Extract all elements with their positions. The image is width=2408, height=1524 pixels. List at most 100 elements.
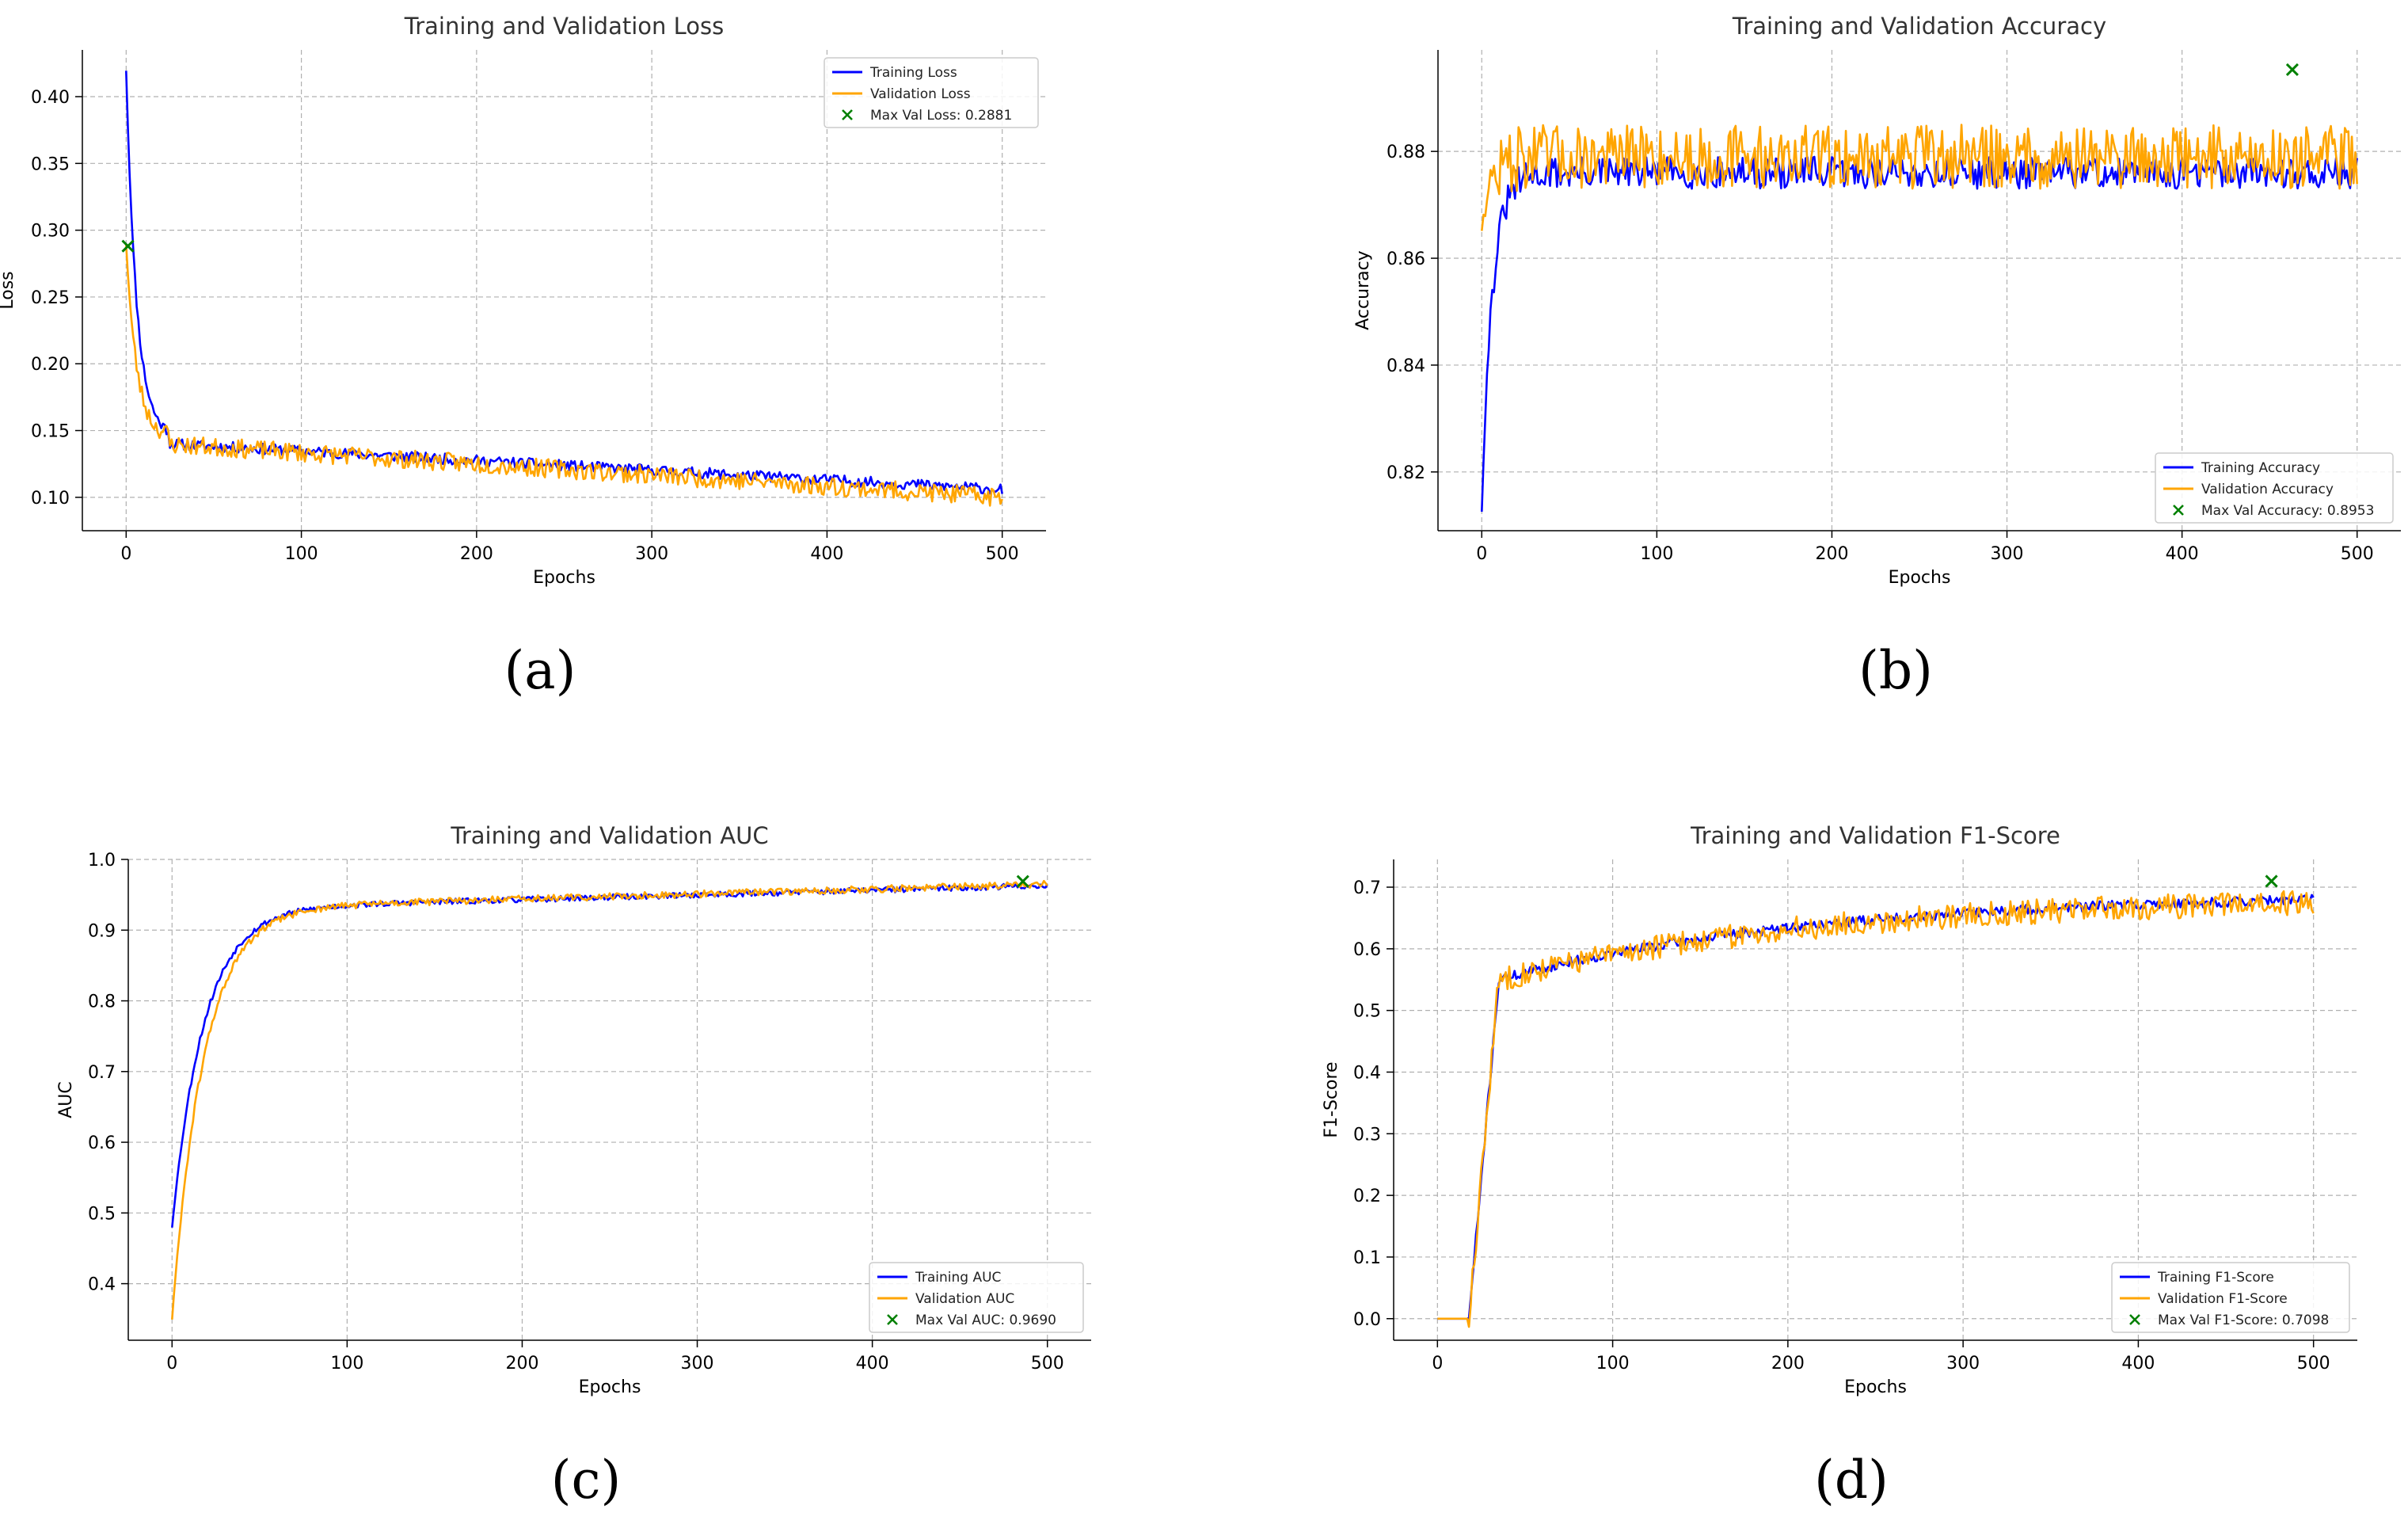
- chart-d: 0 100 200 300 400 500 0.0 0.1 0.2 0.3 0.4 0.5 0.6 0.7…: [1322, 822, 2357, 1397]
- legend-label: Validation AUC: [915, 1291, 1014, 1307]
- legend: Training Loss Validation Loss Max Val Loss…: [824, 57, 1039, 128]
- x-tick-label: 300: [635, 544, 668, 564]
- y-tick-label: 0.30: [31, 222, 70, 242]
- series-line-validation: [125, 245, 1003, 507]
- panel-label-c: (c): [550, 1450, 622, 1511]
- y-tick-label: 0.82: [1387, 463, 1425, 483]
- x-tick-label: 300: [681, 1354, 714, 1374]
- series-line-validation: [1437, 890, 2315, 1328]
- legend-label: Max Val F1-Score: 0.7098: [2158, 1313, 2329, 1328]
- y-axis-label: AUC: [56, 1081, 76, 1118]
- legend-marker-swatch: [842, 109, 853, 120]
- series-line-validation: [1481, 124, 2358, 231]
- legend-box: [2111, 1262, 2350, 1333]
- y-tick-label: 0.8: [88, 993, 116, 1012]
- chart-b: 0 100 200 300 400 500 0.82 0.84 0.86 0.88 Training…: [1353, 13, 2401, 588]
- legend-label: Validation F1-Score: [2158, 1291, 2288, 1307]
- x-tick-label: 100: [285, 544, 318, 564]
- legend-label: Max Val Loss: 0.2881: [870, 108, 1012, 124]
- y-tick-label: 0.0: [1353, 1310, 1381, 1330]
- x-tick-label: 400: [856, 1354, 889, 1374]
- legend-marker-swatch: [2173, 505, 2184, 516]
- y-tick-label: 0.3: [1353, 1125, 1381, 1145]
- legend-label: Training F1-Score: [2157, 1270, 2274, 1286]
- legend: Training Accuracy Validation Accuracy Max …: [2155, 452, 2394, 524]
- legend-marker-swatch: [2129, 1314, 2140, 1325]
- legend-label: Max Val Accuracy: 0.8953: [2201, 503, 2374, 519]
- y-axis-label: Loss: [0, 271, 17, 309]
- y-tick-label: 0.40: [31, 88, 70, 108]
- legend: Training F1-Score Validation F1-Score Max …: [2111, 1262, 2350, 1333]
- x-tick-label: 100: [330, 1354, 363, 1374]
- legend-box: [824, 57, 1039, 128]
- max-val-marker: [2285, 63, 2299, 77]
- y-tick-label: 0.6: [88, 1133, 116, 1153]
- chart-a: 0 100 200 300 400 500 0.10 0.15 0.20 0.25 0.30 0.35…: [0, 13, 1046, 588]
- legend-box: [869, 1262, 1084, 1333]
- x-tick-label: 200: [1815, 544, 1848, 564]
- y-tick-label: 0.7: [88, 1063, 116, 1083]
- y-tick-label: 0.7: [1353, 878, 1381, 898]
- series-line-training: [171, 882, 1048, 1228]
- series-line-validation: [171, 879, 1048, 1320]
- y-tick-label: 0.4: [88, 1275, 116, 1295]
- y-tick-label: 0.1: [1353, 1248, 1381, 1268]
- x-tick-label: 0: [1476, 544, 1487, 564]
- y-tick-label: 0.10: [31, 489, 70, 509]
- chart-c: 0 100 200 300 400 500 0.4 0.5 0.6 0.7 0.8 0.9 1.0 Tra…: [56, 822, 1091, 1397]
- x-axis-label: Epochs: [1889, 568, 1951, 588]
- y-tick-label: 0.20: [31, 355, 70, 375]
- x-tick-label: 0: [166, 1354, 177, 1374]
- legend-label: Validation Accuracy: [2201, 482, 2334, 497]
- x-tick-label: 100: [1596, 1354, 1630, 1374]
- x-tick-label: 200: [505, 1354, 538, 1374]
- y-tick-label: 0.2: [1353, 1187, 1381, 1206]
- legend-label: Training AUC: [915, 1270, 1001, 1286]
- y-tick-label: 0.5: [1353, 1002, 1381, 1022]
- x-tick-label: 300: [1946, 1354, 1980, 1374]
- x-tick-label: 400: [2166, 544, 2199, 564]
- x-tick-label: 0: [1432, 1354, 1443, 1374]
- y-tick-label: 0.5: [88, 1204, 116, 1224]
- max-val-marker: [1016, 874, 1029, 888]
- x-tick-label: 0: [120, 544, 131, 564]
- x-tick-label: 300: [1991, 544, 2024, 564]
- panel-label-a: (a): [504, 640, 576, 701]
- max-val-marker: [121, 239, 135, 253]
- y-tick-label: 0.86: [1387, 250, 1425, 269]
- y-tick-label: 0.6: [1353, 940, 1381, 960]
- chart-title: Training and Validation Loss: [404, 13, 724, 40]
- x-tick-label: 400: [810, 544, 843, 564]
- chart-title: Training and Validation AUC: [450, 822, 768, 849]
- y-tick-label: 0.84: [1387, 356, 1425, 376]
- panel-label-d: (d): [1814, 1450, 1889, 1511]
- y-tick-label: 1.0: [88, 851, 116, 871]
- y-axis-label: Accuracy: [1353, 250, 1373, 330]
- max-val-marker: [2265, 874, 2278, 888]
- y-tick-label: 0.15: [31, 422, 70, 442]
- y-tick-label: 0.35: [31, 154, 70, 174]
- x-tick-label: 200: [460, 544, 493, 564]
- x-tick-label: 500: [2297, 1354, 2330, 1374]
- y-tick-label: 0.88: [1387, 143, 1425, 162]
- chart-title: Training and Validation F1-Score: [1690, 822, 2060, 849]
- legend-marker-swatch: [887, 1314, 898, 1325]
- panel-label-b: (b): [1858, 640, 1933, 701]
- x-axis-label: Epochs: [579, 1377, 641, 1397]
- x-axis-label: Epochs: [533, 568, 595, 588]
- y-axis-label: F1-Score: [1322, 1061, 1341, 1137]
- legend: Training AUC Validation AUC Max Val AUC: 0…: [869, 1262, 1084, 1333]
- legend-label: Max Val AUC: 0.9690: [915, 1313, 1056, 1328]
- chart-title: Training and Validation Accuracy: [1732, 13, 2106, 40]
- x-tick-label: 500: [1031, 1354, 1064, 1374]
- x-axis-label: Epochs: [1844, 1377, 1907, 1397]
- x-tick-label: 500: [2341, 544, 2374, 564]
- legend-label: Validation Loss: [870, 86, 971, 102]
- y-tick-label: 0.4: [1353, 1063, 1381, 1083]
- legend-box: [2155, 452, 2394, 524]
- x-tick-label: 400: [2121, 1354, 2155, 1374]
- y-tick-label: 0.25: [31, 288, 70, 308]
- x-tick-label: 500: [986, 544, 1019, 564]
- legend-label: Training Accuracy: [2201, 460, 2320, 476]
